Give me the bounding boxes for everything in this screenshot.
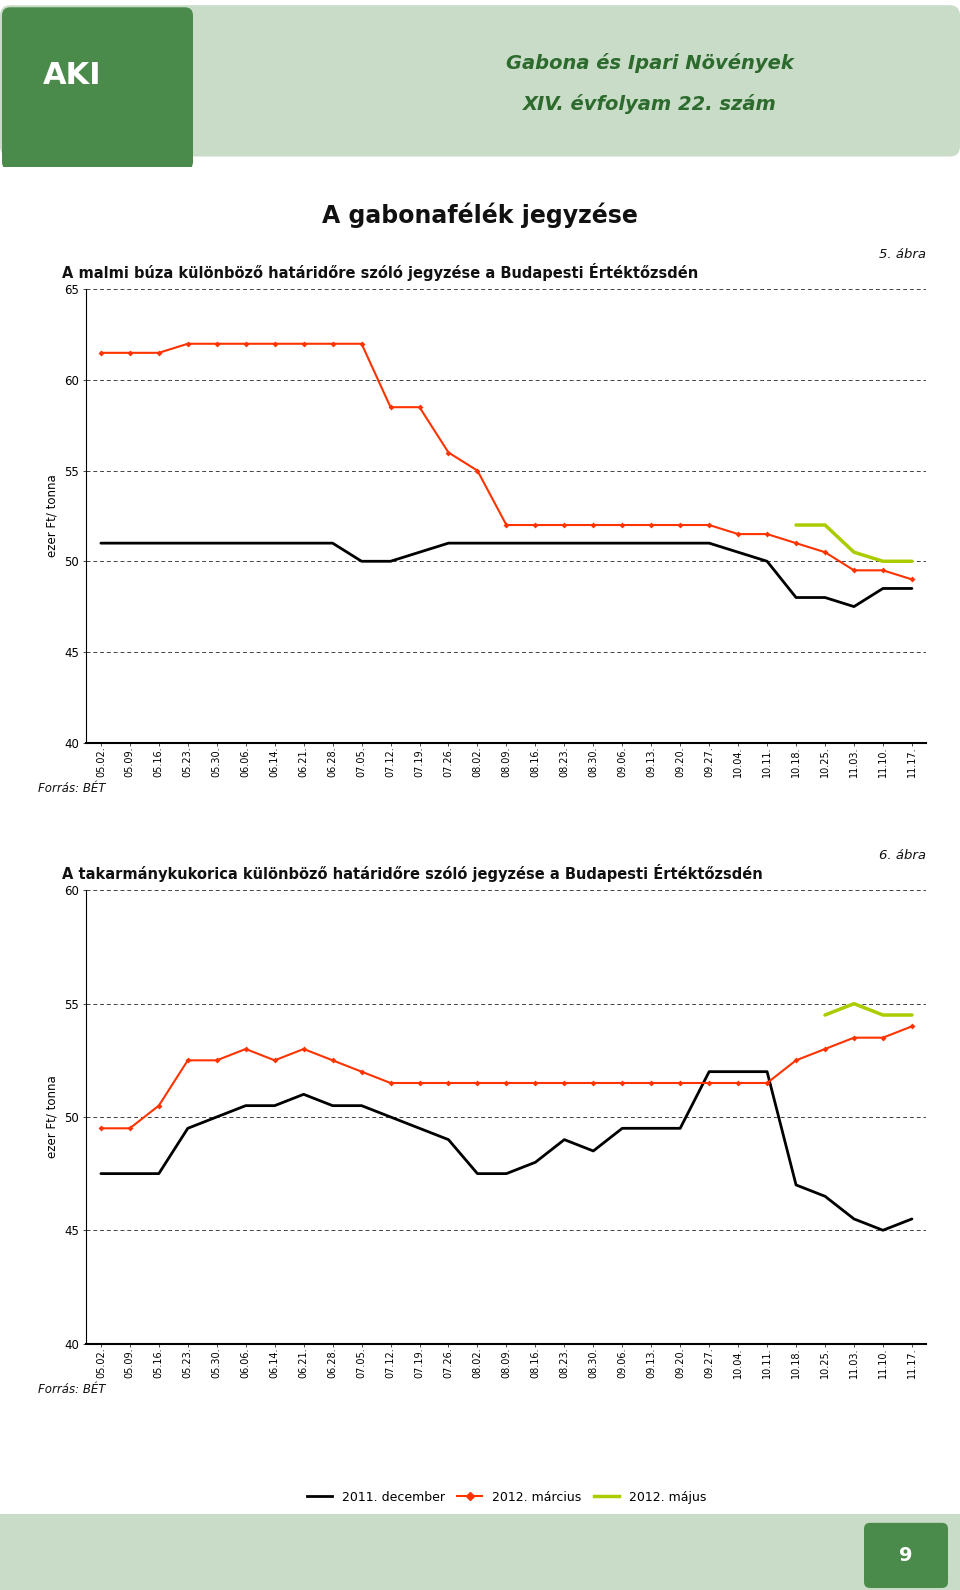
Text: AKI: AKI: [42, 60, 102, 89]
Legend: 2011. december, 2012. március, 2012. május: 2011. december, 2012. március, 2012. máj…: [301, 1485, 711, 1509]
Text: A gabonafélék jegyzése: A gabonafélék jegyzése: [322, 202, 638, 227]
Text: XIV. évfolyam 22. szám: XIV. évfolyam 22. szám: [523, 94, 777, 114]
FancyBboxPatch shape: [0, 1514, 960, 1590]
Text: Forrás: BÉT: Forrás: BÉT: [38, 782, 106, 795]
Y-axis label: ezer Ft/ tonna: ezer Ft/ tonna: [45, 1075, 59, 1159]
Text: Gabona és Ipari Növények: Gabona és Ipari Növények: [506, 52, 794, 73]
Y-axis label: ezer Ft/ tonna: ezer Ft/ tonna: [45, 474, 59, 558]
FancyBboxPatch shape: [2, 8, 193, 170]
FancyBboxPatch shape: [0, 5, 960, 156]
Text: 6. ábra: 6. ábra: [879, 849, 926, 862]
Legend: 2011. december, 2012. március, 2012. május: 2011. december, 2012. március, 2012. máj…: [301, 884, 711, 908]
Text: Forrás: BÉT: Forrás: BÉT: [38, 1383, 106, 1396]
Text: A malmi búza különböző határidőre szóló jegyzése a Budapesti Értéktőzsdén: A malmi búza különböző határidőre szóló …: [62, 264, 699, 281]
Text: 9: 9: [900, 1545, 913, 1565]
Text: 5. ábra: 5. ábra: [879, 248, 926, 261]
FancyBboxPatch shape: [864, 1523, 948, 1588]
Text: A takarmánykukorica különböző határidőre szóló jegyzése a Budapesti Értéktőzsdén: A takarmánykukorica különböző határidőre…: [62, 865, 763, 882]
